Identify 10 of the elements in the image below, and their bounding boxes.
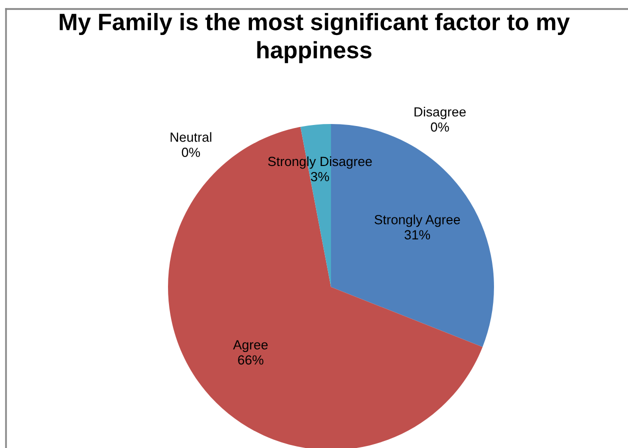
slice-label: Agree <box>233 340 268 352</box>
data-label: 3% <box>310 172 330 182</box>
category-label: Disagree <box>414 106 466 120</box>
text: 0% <box>182 148 200 158</box>
slice-label: Strongly Agree <box>374 214 460 227</box>
data-label: 31% <box>404 230 430 240</box>
data-label: 66% <box>238 355 264 365</box>
text: 0% <box>430 122 449 132</box>
category-label: Neutral <box>170 132 212 142</box>
chart-title: My Family is the most significant factor to my happiness <box>60 13 570 64</box>
